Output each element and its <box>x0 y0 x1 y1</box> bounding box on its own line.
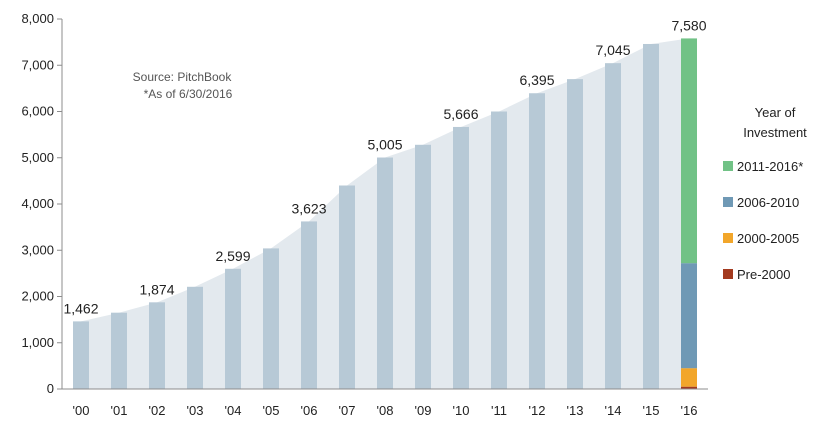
y-tick-label-6: 6,000 <box>21 104 54 119</box>
x-tick-label-4: '04 <box>225 403 242 418</box>
legend-label-1: 2006-2010 <box>737 195 799 210</box>
y-tick-label-2: 2,000 <box>21 289 54 304</box>
x-tick-label-12: '12 <box>529 403 546 418</box>
legend-swatch-0 <box>723 161 733 171</box>
legend-swatch-1 <box>723 197 733 207</box>
bar-9 <box>415 144 431 389</box>
legend-label-2: 2000-2005 <box>737 231 799 246</box>
legend-title-line2: Investment <box>743 125 807 140</box>
data-label-10: 5,666 <box>443 106 478 122</box>
x-tick-label-8: '08 <box>377 403 394 418</box>
bar-11 <box>491 111 507 389</box>
bar-8 <box>377 157 393 389</box>
data-label-2: 1,874 <box>139 281 174 297</box>
x-tick-label-11: '11 <box>491 403 507 418</box>
stack-segment-3 <box>681 38 697 264</box>
bar-5 <box>263 248 279 389</box>
legend-label-3: Pre-2000 <box>737 267 790 282</box>
bar-4 <box>225 268 241 389</box>
data-label-0: 1,462 <box>63 300 98 316</box>
x-tick-label-6: '06 <box>301 403 318 418</box>
y-tick-label-1: 1,000 <box>21 335 54 350</box>
bar-13 <box>567 79 583 389</box>
x-tick-label-14: '14 <box>605 403 622 418</box>
source-note: Source: PitchBook <box>133 70 233 84</box>
legend-label-0: 2011-2016* <box>737 159 803 174</box>
bar-6 <box>301 221 317 389</box>
x-tick-label-9: '09 <box>415 403 432 418</box>
stack-segment-2 <box>681 263 697 369</box>
data-label-8: 5,005 <box>367 137 402 153</box>
bars-layer <box>73 38 697 389</box>
as-of-note: *As of 6/30/2016 <box>144 87 233 101</box>
y-tick-label-7: 7,000 <box>21 57 54 72</box>
x-tick-label-2: '02 <box>149 403 166 418</box>
bar-7 <box>339 185 355 389</box>
bar-15 <box>643 43 659 389</box>
y-tick-label-4: 4,000 <box>21 196 54 211</box>
x-tick-label-7: '07 <box>339 403 356 418</box>
bar-3 <box>187 286 203 389</box>
data-label-4: 2,599 <box>215 248 250 264</box>
legend-swatch-3 <box>723 269 733 279</box>
data-label-16: 7,580 <box>671 17 706 33</box>
y-tick-label-3: 3,000 <box>21 242 54 257</box>
x-tick-label-15: '15 <box>643 403 660 418</box>
x-tick-label-10: '10 <box>453 403 470 418</box>
bar-14 <box>605 63 621 389</box>
data-label-14: 7,045 <box>595 42 630 58</box>
data-labels-layer: 1,462 1,874 2,599 3,623 5,005 5,666 6,395 7,045… <box>63 17 706 316</box>
x-tick-label-16: '16 <box>681 403 698 418</box>
stack-segment-0 <box>681 386 697 389</box>
stack-segment-1 <box>681 368 697 387</box>
bar-1 <box>111 312 127 389</box>
bar-10 <box>453 126 469 389</box>
legend: Year of Investment 2011-2016* 2006-2010 20… <box>723 105 807 282</box>
data-label-6: 3,623 <box>291 200 326 216</box>
y-tick-label-0: 0 <box>47 381 54 396</box>
legend-title-line1: Year of <box>755 105 796 120</box>
legend-swatch-2 <box>723 233 733 243</box>
y-tick-label-5: 5,000 <box>21 150 54 165</box>
data-label-12: 6,395 <box>519 72 554 88</box>
bar-12 <box>529 93 545 389</box>
axis-layer: 0 1,000 2,000 3,000 4,000 5,000 6,000 7,000 8,00… <box>21 11 708 418</box>
x-tick-label-13: '13 <box>567 403 584 418</box>
bar-2 <box>149 302 165 389</box>
x-tick-label-1: '01 <box>111 403 128 418</box>
x-tick-label-3: '03 <box>187 403 204 418</box>
bar-0 <box>73 321 89 389</box>
x-tick-label-5: '05 <box>263 403 280 418</box>
y-tick-label-8: 8,000 <box>21 11 54 26</box>
x-tick-label-0: '00 <box>73 403 90 418</box>
